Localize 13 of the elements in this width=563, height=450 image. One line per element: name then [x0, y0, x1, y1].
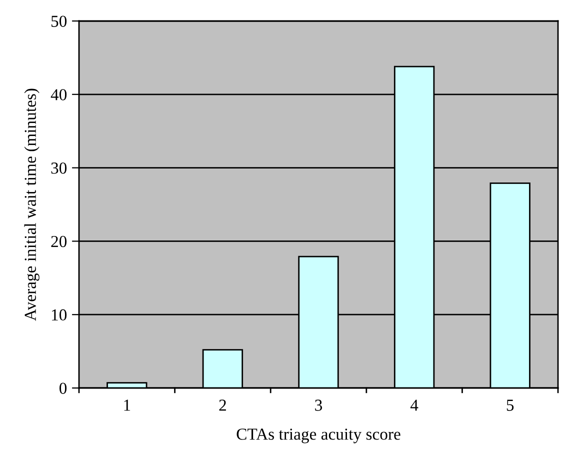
y-tick-label: 20: [51, 236, 67, 248]
x-tick-label: 3: [315, 400, 322, 411]
y-axis-title: Average initial wait time (minutes): [24, 88, 40, 321]
y-tick-label: 50: [51, 16, 67, 27]
x-tick-label: 1: [124, 400, 130, 411]
y-tick-label: 0: [59, 382, 67, 394]
x-tick-label: 2: [219, 400, 226, 411]
y-tick-label: 40: [50, 89, 67, 100]
x-tick-label: 5: [506, 400, 514, 411]
y-tick-label: 10: [52, 309, 67, 321]
y-tick-label: 30: [51, 162, 67, 174]
x-axis-title: CTAs triage acuity score: [236, 428, 400, 444]
x-tick-label: 4: [410, 400, 418, 411]
